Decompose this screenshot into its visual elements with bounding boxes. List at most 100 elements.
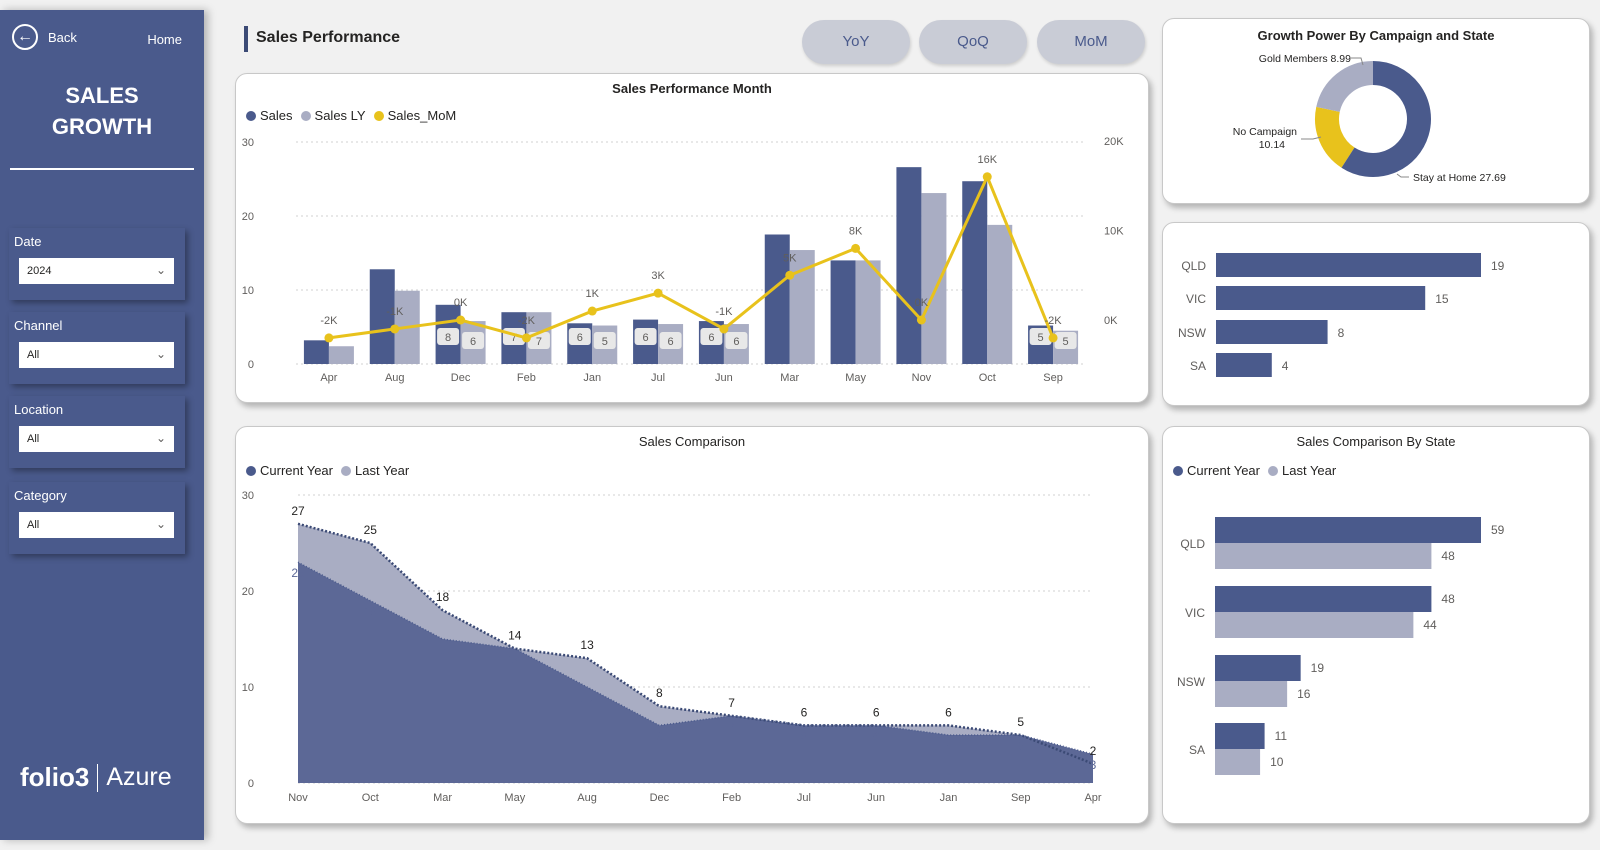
qoq-button[interactable]: QoQ xyxy=(919,20,1027,64)
x-tick-label: Oct xyxy=(362,792,379,804)
legend-item[interactable]: Current Year xyxy=(1173,463,1260,478)
legend-item[interactable]: Last Year xyxy=(1268,463,1336,478)
data-label-current-year: 59 xyxy=(1491,523,1505,537)
legend-item[interactable]: Current Year xyxy=(246,463,333,478)
location-dropdown-value: All xyxy=(27,433,40,445)
chart-title: Growth Power By Campaign and State xyxy=(1257,28,1495,43)
bar xyxy=(1216,253,1481,277)
bar-last-year xyxy=(1215,681,1288,707)
x-tick-label: Jun xyxy=(715,372,733,384)
data-label-sales-ly: 6 xyxy=(733,336,739,348)
legend-label: Last Year xyxy=(355,463,410,478)
bar-last-year xyxy=(1215,749,1261,775)
y-tick-label: NSW xyxy=(1178,326,1207,340)
x-tick-label: Sep xyxy=(1011,792,1031,804)
bar-last-year xyxy=(1215,543,1432,569)
mom-data-label: -2K xyxy=(320,315,338,327)
data-label-current-year: 19 xyxy=(1311,661,1325,675)
bar-sales xyxy=(962,181,988,364)
mom-data-label: 1K xyxy=(586,288,600,300)
back-button[interactable]: ← Back xyxy=(12,24,77,50)
filter-category: Category All ⌄ xyxy=(9,482,185,554)
x-tick-label: May xyxy=(504,792,525,804)
x-tick-label: Oct xyxy=(979,372,996,384)
legend-marker xyxy=(246,465,256,476)
legend-label: Last Year xyxy=(1282,463,1337,478)
data-label-current-year: 7 xyxy=(728,696,735,710)
category-dropdown[interactable]: All ⌄ xyxy=(19,512,174,538)
legend-marker xyxy=(246,110,256,121)
slice-value: 10.14 xyxy=(1259,139,1285,151)
data-label-last-year: 10 xyxy=(1270,755,1284,769)
x-tick-label: Jan xyxy=(583,372,601,384)
sidebar: ← Back Home SALES GROWTH Date 2024 ⌄ Chan… xyxy=(0,10,204,840)
data-label-current-year: 27 xyxy=(291,504,305,518)
filter-category-label: Category xyxy=(14,488,67,503)
leader-line xyxy=(1396,173,1409,178)
location-dropdown[interactable]: All ⌄ xyxy=(19,426,174,452)
filter-channel: Channel All ⌄ xyxy=(9,312,185,384)
bar-current-year xyxy=(1215,723,1265,749)
mom-point xyxy=(456,315,466,325)
mom-data-label: 0K xyxy=(915,297,929,309)
sales-comparison-area-chart: 0 10 20 30 Nov Oct Mar May Aug Dec Feb Jul Jun Jan Sep… xyxy=(242,490,1102,804)
data-label: 8 xyxy=(1338,326,1345,340)
data-label-bg xyxy=(700,328,723,345)
x-tick-label: Aug xyxy=(385,372,405,384)
data-label-last-year: 3 xyxy=(1090,758,1097,772)
line-current-year xyxy=(297,522,1094,765)
slice-label: Stay at Home 27.69 xyxy=(1413,172,1506,184)
data-label-current-year: 18 xyxy=(436,590,450,604)
data-label-current-year: 25 xyxy=(364,523,378,537)
arrow-left-icon: ← xyxy=(12,24,38,50)
legend-label: Sales LY xyxy=(314,108,366,123)
page-title: Sales Performance xyxy=(244,26,400,52)
bar-sales xyxy=(830,260,856,364)
date-dropdown[interactable]: 2024 ⌄ xyxy=(19,258,174,284)
yoy-button[interactable]: YoY xyxy=(802,20,910,64)
y-tick-label: QLD xyxy=(1180,537,1205,551)
logo: folio3 Azure xyxy=(20,762,172,793)
x-tick-label: Dec xyxy=(650,792,670,804)
mom-button[interactable]: MoM xyxy=(1037,20,1145,64)
bar-sales-ly xyxy=(855,260,881,364)
filter-location-label: Location xyxy=(14,402,64,417)
data-label: 19 xyxy=(1491,259,1505,273)
data-label-bg xyxy=(725,332,748,349)
sales-performance-month-card: Sales Performance Month Sales Sales LY S… xyxy=(235,73,1149,403)
mom-point xyxy=(1048,333,1058,343)
legend: Sales Sales LY Sales_MoM xyxy=(246,108,456,123)
home-button[interactable]: Home xyxy=(147,32,182,47)
slice-label: No Campaign xyxy=(1233,126,1297,138)
bar-sales xyxy=(369,269,395,364)
x-tick-label: Jul xyxy=(797,792,811,804)
data-label-bg xyxy=(593,332,616,349)
data-label: 4 xyxy=(1282,359,1289,373)
mom-data-label: 16K xyxy=(977,154,997,166)
x-tick-label: Feb xyxy=(517,372,536,384)
line-last-year xyxy=(297,561,1094,755)
channel-dropdown[interactable]: All ⌄ xyxy=(19,342,174,368)
legend-label: Sales xyxy=(260,108,293,123)
mom-point xyxy=(851,243,861,253)
mom-data-label: -2K xyxy=(518,315,536,327)
logo-partner: Azure xyxy=(106,763,172,791)
legend-item[interactable]: Sales_MoM xyxy=(373,108,456,123)
legend-marker xyxy=(373,110,384,121)
y-tick-label: SA xyxy=(1189,743,1205,757)
data-label-last-year: 44 xyxy=(1423,618,1437,632)
legend-marker xyxy=(1268,465,1278,476)
data-label-current-year: 48 xyxy=(1441,592,1455,606)
legend-item[interactable]: Last Year xyxy=(341,463,409,478)
legend-item[interactable]: Sales xyxy=(246,108,293,123)
chart-title: Sales Comparison By State xyxy=(1296,434,1456,449)
x-tick-label: Feb xyxy=(722,792,741,804)
y-tick-label: VIC xyxy=(1185,606,1205,620)
y2-tick-label: 20K xyxy=(1104,136,1124,148)
data-label-sales-ly: 6 xyxy=(470,336,476,348)
legend-item[interactable]: Sales LY xyxy=(300,108,366,123)
legend-marker xyxy=(300,110,311,121)
logo-separator xyxy=(97,763,99,792)
donut-slice xyxy=(1316,61,1374,113)
